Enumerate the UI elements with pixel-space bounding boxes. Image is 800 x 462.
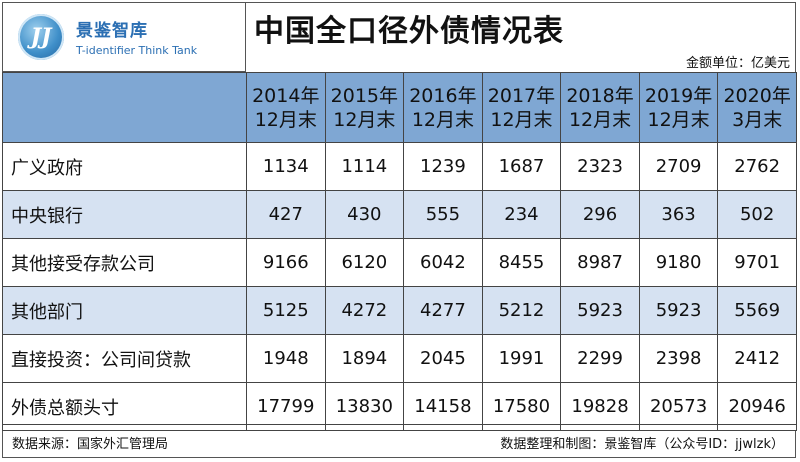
table-cell: 2762 [717,142,797,191]
table-cell: 9701 [717,238,797,287]
page-title: 中国全口径外债情况表 [254,14,564,49]
debt-table: 2014年 12月末 2015年 12月末 2016年 12月末 2017年 12月末 … [2,72,797,431]
table-row: 中央银行 427 430 555 234 296 363 502 [2,190,797,239]
table-cell: 502 [717,190,797,239]
column-header-2017: 2017年 12月末 [481,72,562,143]
column-header-2016: 2016年 12月末 [403,72,483,143]
table-cell: 2299 [560,334,640,383]
table-cell: 5923 [560,286,640,335]
row-label: 广义政府 [2,142,247,191]
credit-line: 数据整理和制图：景鉴智库（公众号ID：jjwlzk） [500,437,784,452]
column-header-2014: 2014年 12月末 [246,72,326,143]
table-cell: 5125 [246,286,326,335]
table-cell: 14158 [403,382,483,431]
table-cell: 8455 [481,238,562,287]
table-cell: 2045 [403,334,483,383]
row-label: 外债总额头寸 [2,382,247,431]
unit-label: 金额单位：亿美元 [685,56,790,71]
logo-area: JJ 景鉴智库 T-identifier Think Tank [2,2,246,72]
table-cell: 2709 [638,142,719,191]
table-cell: 6042 [403,238,483,287]
table-cell: 9180 [638,238,719,287]
column-header-2019: 2019年 12月末 [638,72,719,143]
logo-mark-icon: JJ [18,14,64,60]
table-cell: 427 [246,190,326,239]
table-cell: 1687 [481,142,562,191]
table-cell: 555 [403,190,483,239]
table-row: 其他接受存款公司 9166 6120 6042 8455 8987 9180 9… [2,238,797,287]
table-cell: 5923 [638,286,719,335]
table-cell: 20573 [638,382,719,431]
table-cell: 2323 [560,142,640,191]
table-cell: 4272 [324,286,405,335]
table-cell: 2398 [638,334,719,383]
row-label: 直接投资：公司间贷款 [2,334,247,383]
table-cell: 6120 [324,238,405,287]
table-cell: 2412 [717,334,797,383]
table-cell: 4277 [403,286,483,335]
table-cell: 1114 [324,142,405,191]
row-label: 其他接受存款公司 [2,238,247,287]
logo-name-cn: 景鉴智库 [76,21,148,41]
table-cell: 9166 [246,238,326,287]
table-cell: 1239 [403,142,483,191]
table-cell: 363 [638,190,719,239]
table-cell: 1991 [481,334,562,383]
table-cell: 1894 [324,334,405,383]
table-row: 广义政府 1134 1114 1239 1687 2323 2709 2762 [2,142,797,191]
table-cell: 19828 [560,382,640,431]
header-row: 2014年 12月末 2015年 12月末 2016年 12月末 2017年 12月末 … [2,72,797,143]
table-cell: 234 [481,190,562,239]
table-cell: 1134 [246,142,326,191]
table-cell: 17580 [481,382,562,431]
table-cell: 20946 [717,382,797,431]
logo-mark-text: JJ [30,24,52,50]
column-header-2015: 2015年 12月末 [324,72,405,143]
table-cell: 5212 [481,286,562,335]
table-cell: 5569 [717,286,797,335]
row-label: 中央银行 [2,190,247,239]
data-source: 数据来源：国家外汇管理局 [12,437,169,452]
table-row-total: 外债总额头寸 17799 13830 14158 17580 19828 205… [2,382,797,431]
table-row: 其他部门 5125 4272 4277 5212 5923 5923 5569 [2,286,797,335]
row-label: 其他部门 [2,286,247,335]
footer: 数据来源：国家外汇管理局 数据整理和制图：景鉴智库（公众号ID：jjwlzk） [2,424,796,458]
column-header-2020: 2020年 3月末 [717,72,797,143]
table-cell: 1948 [246,334,326,383]
table-row: 直接投资：公司间贷款 1948 1894 2045 1991 2299 2398… [2,334,797,383]
table-cell: 430 [324,190,405,239]
header-corner [2,72,247,143]
table-cell: 8987 [560,238,640,287]
logo-name-en: T-identifier Think Tank [76,44,198,57]
table-cell: 296 [560,190,640,239]
column-header-2018: 2018年 12月末 [560,72,640,143]
